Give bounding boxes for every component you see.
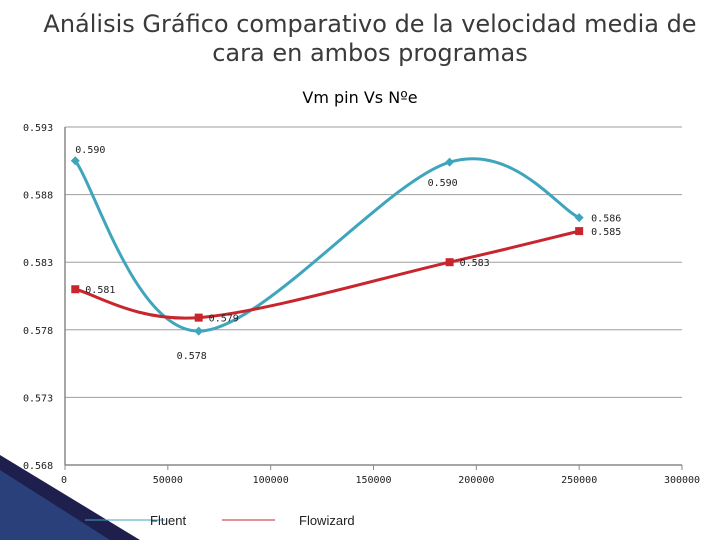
x-tick-label: 0: [61, 475, 67, 486]
y-tick-label: 0.568: [23, 461, 53, 472]
data-label: 0.583: [460, 258, 490, 269]
y-tick-label: 0.573: [23, 393, 53, 404]
series-line-fluent: [74, 157, 580, 333]
data-point-marker: [445, 157, 455, 167]
page-title: Análisis Gráfico comparativo de la veloc…: [43, 10, 697, 67]
y-tick-label: 0.578: [23, 326, 53, 337]
data-point-marker: [194, 326, 204, 336]
data-label: 0.581: [85, 285, 115, 296]
chart-title: Vm pin Vs Nºe: [302, 88, 418, 107]
series-line-flowizard: [74, 229, 580, 320]
data-label: 0.579: [209, 314, 239, 325]
data-label: 0.590: [75, 145, 105, 156]
x-tick-label: 250000: [561, 475, 597, 486]
x-tick-label: 100000: [253, 475, 289, 486]
data-label: 0.586: [591, 214, 621, 225]
x-tick-label: 150000: [355, 475, 391, 486]
data-point-marker: [574, 213, 584, 223]
data-label: 0.578: [177, 351, 207, 362]
x-tick-label: 50000: [153, 475, 183, 486]
data-point-marker: [70, 156, 80, 166]
x-tick-label: 200000: [458, 475, 494, 486]
data-point-marker: [71, 285, 80, 294]
x-tick-label: 300000: [664, 475, 700, 486]
data-label: 0.585: [591, 227, 621, 238]
y-tick-label: 0.583: [23, 258, 53, 269]
y-tick-label: 0.593: [23, 123, 53, 134]
data-point-marker: [194, 313, 203, 322]
corner-decoration-accent: [0, 470, 110, 540]
data-point-marker: [575, 227, 584, 236]
legend-label: Fluent: [150, 513, 187, 528]
data-label: 0.590: [428, 178, 458, 189]
y-tick-label: 0.588: [23, 191, 53, 202]
legend-label: Flowizard: [299, 513, 355, 528]
data-point-marker: [445, 258, 454, 267]
